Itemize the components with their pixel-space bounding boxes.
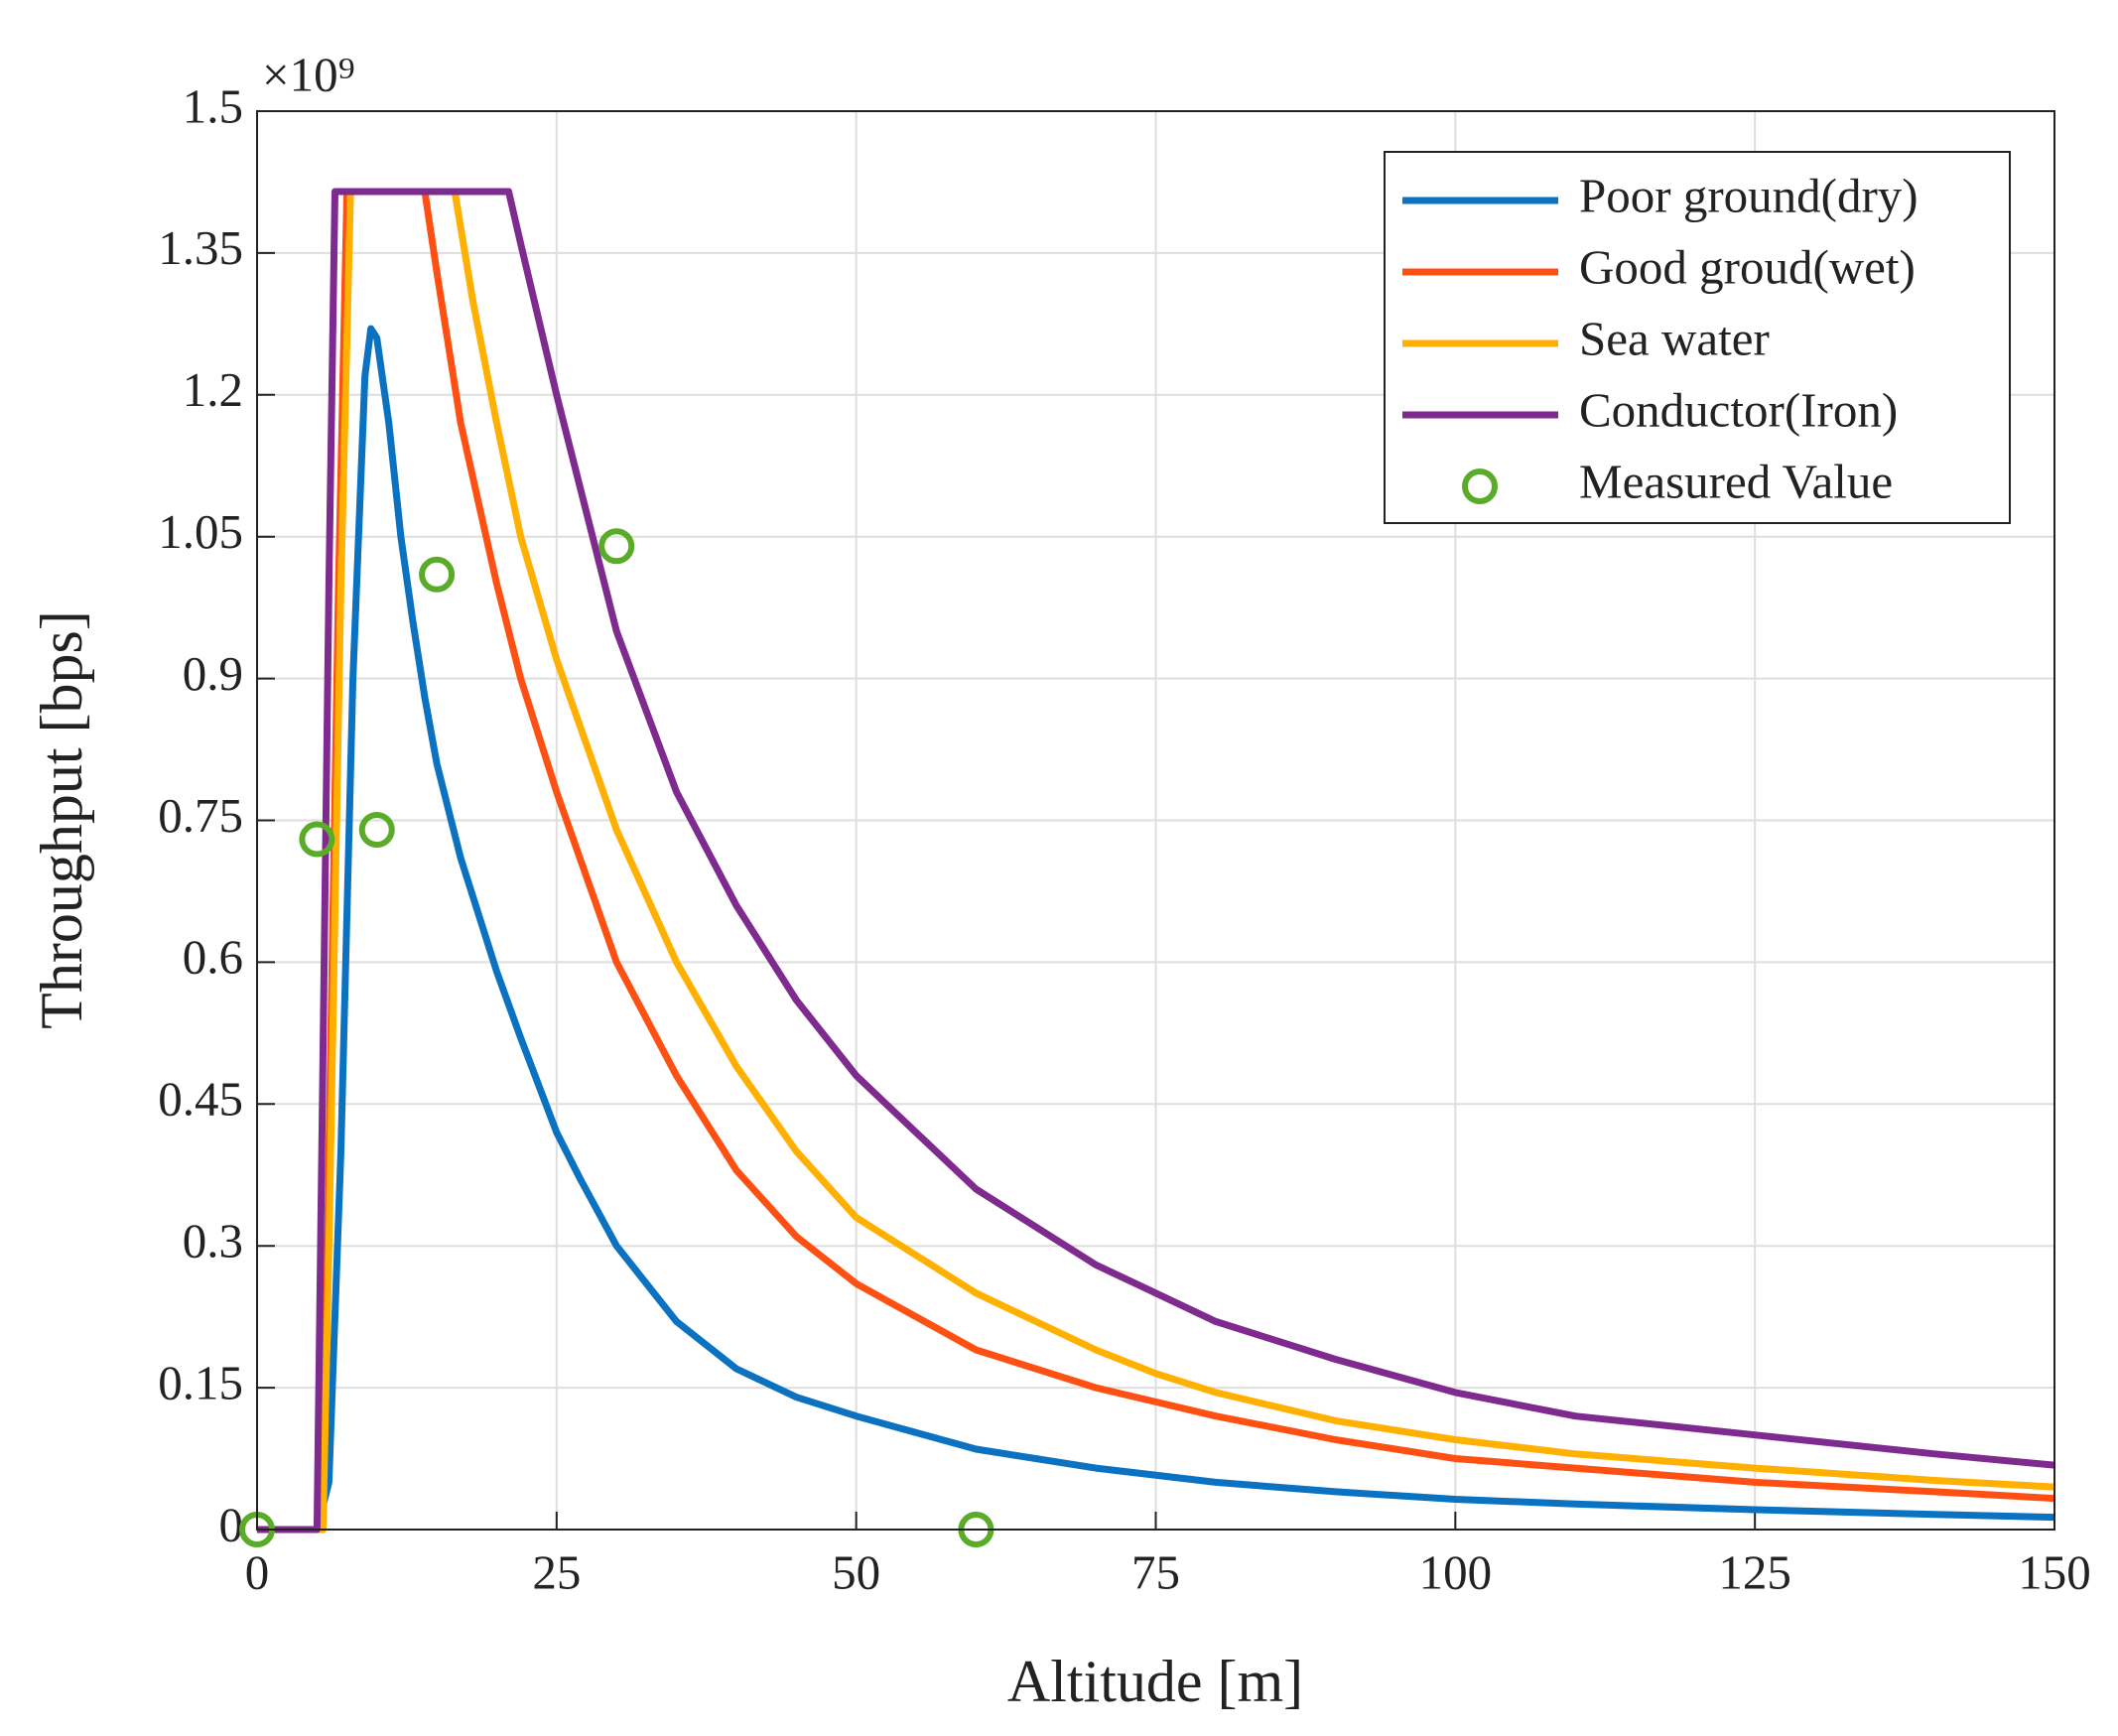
legend-label: Measured Value — [1579, 454, 1893, 508]
y-tick-label: 0.15 — [158, 1355, 243, 1409]
y-tick-label: 1.35 — [158, 220, 243, 275]
legend-marker — [1462, 468, 1498, 504]
x-tick-label: 50 — [832, 1544, 880, 1599]
y-tick-label: 0.9 — [183, 646, 243, 701]
line — [257, 188, 2054, 1534]
legend-label: Poor ground(dry) — [1579, 168, 1919, 222]
x-axis-label: Altitude [m] — [1007, 1649, 1303, 1714]
marker — [358, 812, 395, 849]
y-tick-label: 0.3 — [183, 1213, 243, 1268]
y-tick-label: 0 — [219, 1497, 244, 1551]
x-tick-label: 25 — [532, 1544, 581, 1599]
legend-label: Good groud(wet) — [1579, 239, 1916, 294]
legend-label: Sea water — [1579, 311, 1770, 365]
legend-label: Conductor(Iron) — [1579, 382, 1898, 437]
y-axis-label: Throughput [bps] — [29, 610, 94, 1029]
plot-frame — [256, 110, 2055, 1531]
marker — [598, 528, 635, 565]
y-exponent: ×10⁹ — [262, 47, 355, 101]
legend-box — [1384, 151, 2011, 524]
marker — [419, 556, 456, 593]
x-tick-label: 75 — [1131, 1544, 1180, 1599]
y-tick-label: 0.6 — [183, 930, 243, 985]
y-tick-label: 1.2 — [183, 362, 243, 417]
x-tick-label: 150 — [2018, 1544, 2091, 1599]
x-tick-label: 125 — [1718, 1544, 1791, 1599]
y-tick-label: 1.5 — [183, 78, 243, 133]
x-tick-label: 100 — [1419, 1544, 1493, 1599]
x-tick-label: 0 — [245, 1544, 270, 1599]
y-tick-label: 0.75 — [158, 788, 243, 843]
y-tick-label: 1.05 — [158, 504, 243, 559]
line — [257, 325, 2054, 1534]
marker — [299, 821, 335, 858]
y-tick-label: 0.45 — [158, 1072, 243, 1127]
